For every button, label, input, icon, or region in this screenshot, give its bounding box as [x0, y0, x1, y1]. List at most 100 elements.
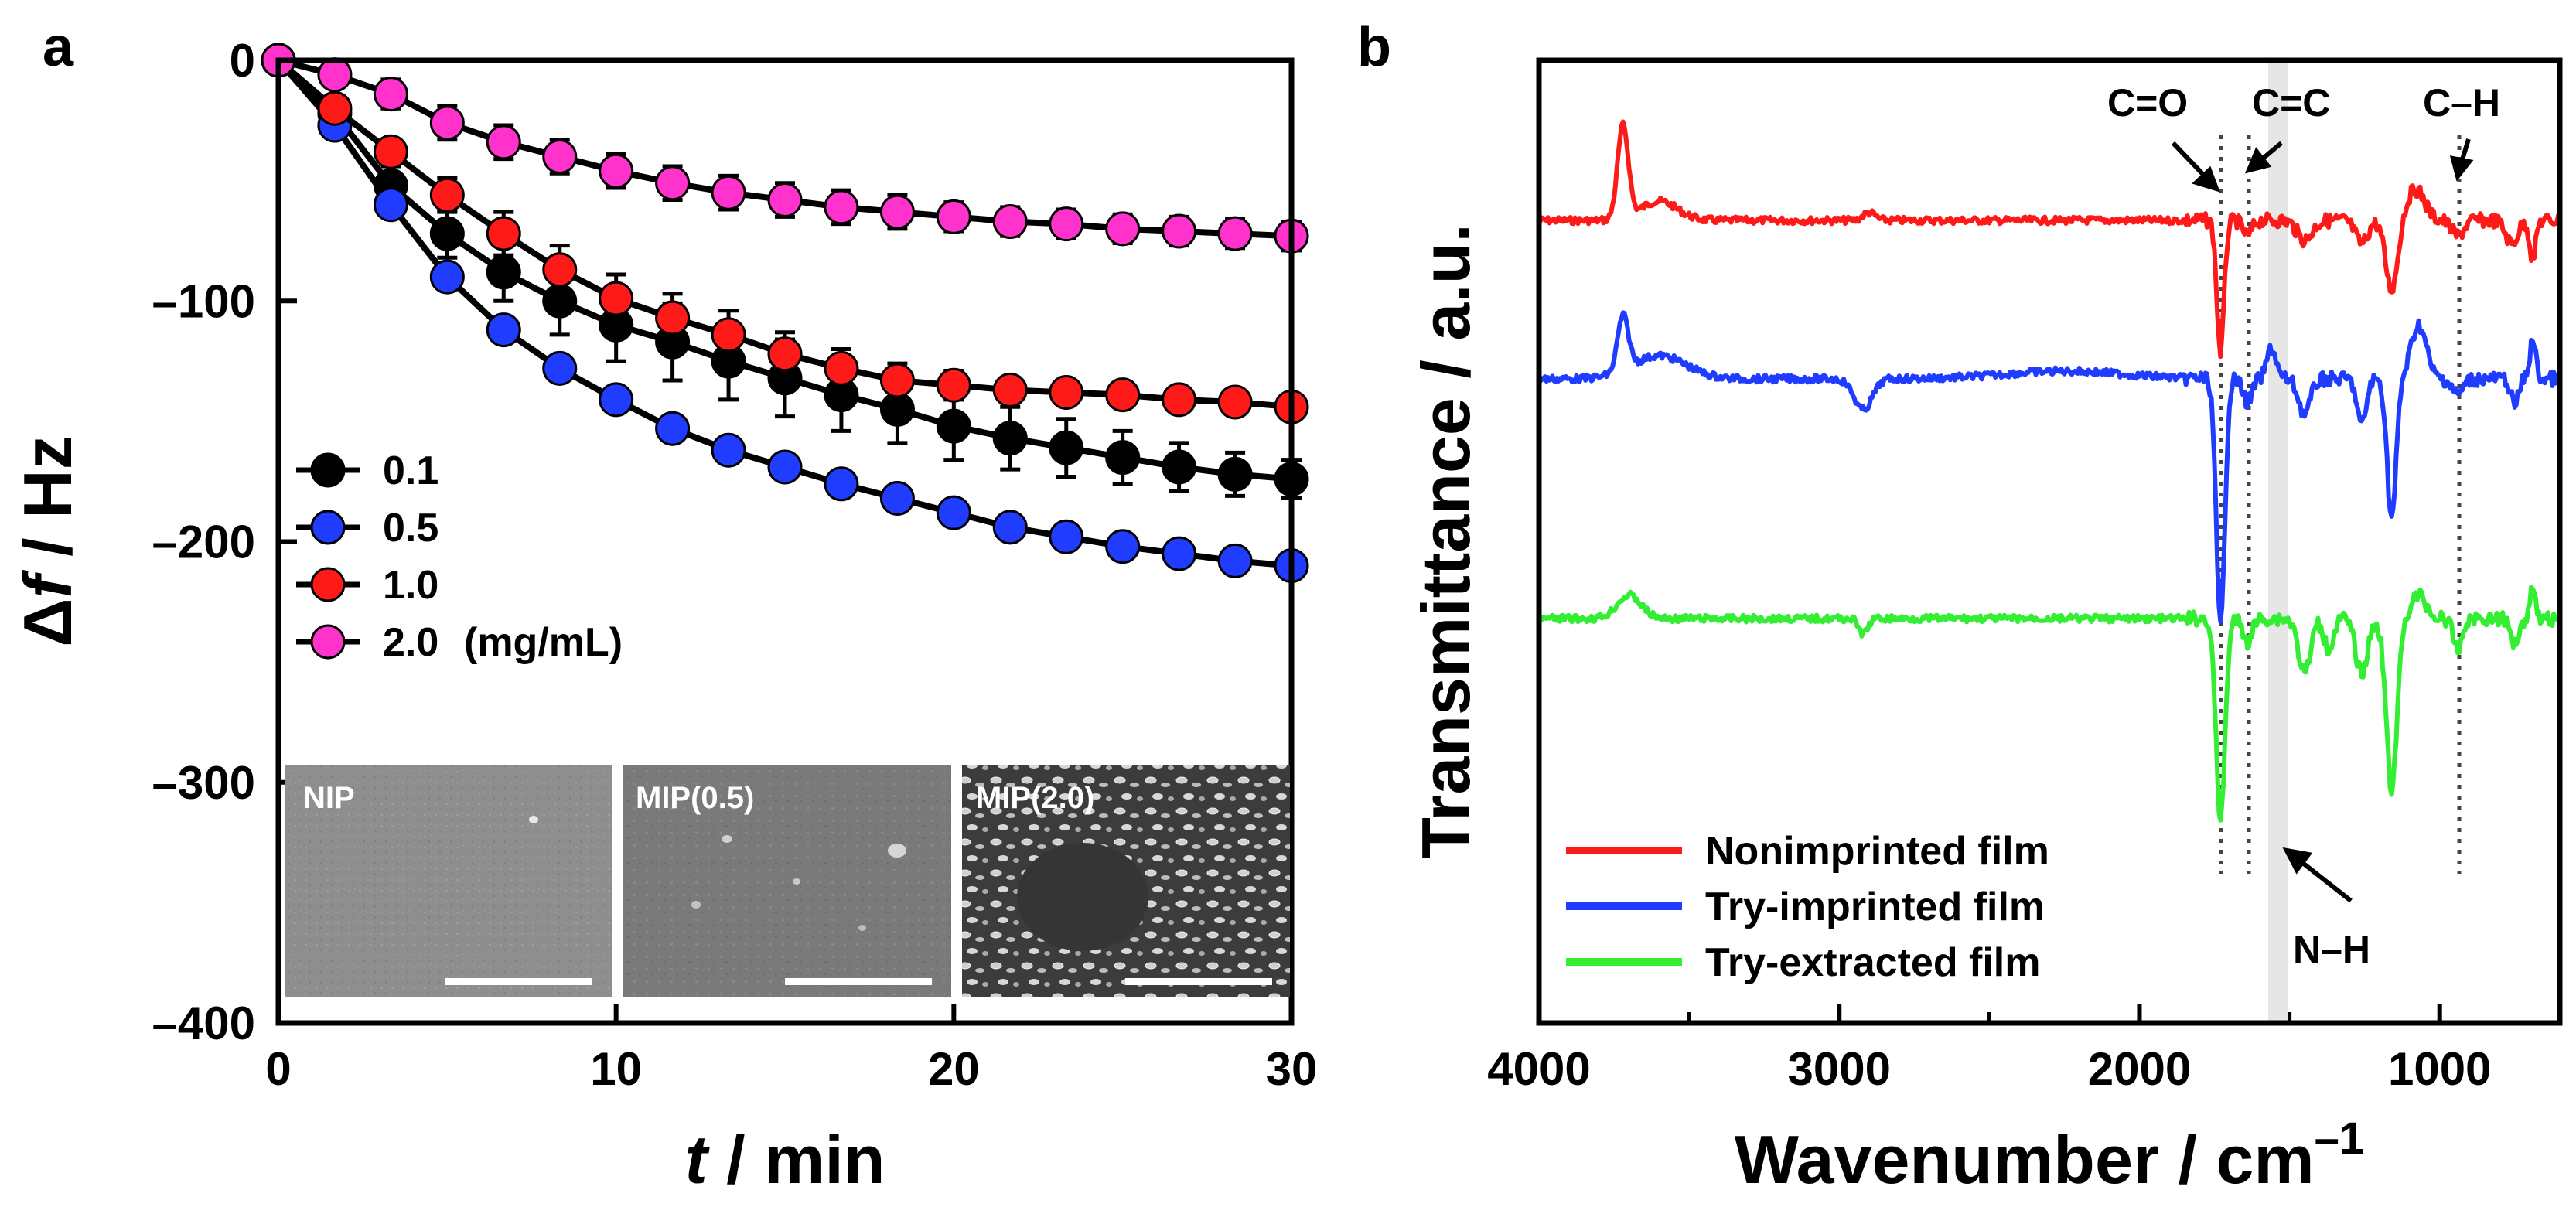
data-point-2.0: [373, 77, 408, 112]
x-tick-label: 3000: [1787, 1043, 1890, 1095]
inset-label-mip-0.5: MIP(0.5): [636, 781, 754, 815]
panel-a-plot: [261, 43, 1309, 584]
panel-b-plot: [1537, 119, 2562, 823]
data-point-1.0: [486, 216, 521, 251]
data-point-2.0: [655, 165, 691, 201]
x-tick-label: 4000: [1487, 1043, 1590, 1095]
data-point-0.1: [486, 254, 521, 290]
data-point-0.1: [1217, 456, 1253, 492]
data-point-1.0: [542, 252, 578, 288]
data-point-0.1: [429, 216, 465, 251]
data-point-1.0: [1049, 375, 1084, 411]
data-point-1.0: [1105, 377, 1141, 413]
panel-a-y-ticks: 0 –100 –200 –300 –400: [152, 35, 297, 1049]
panel-a-y-axis-title: Δf / Hz: [9, 435, 86, 646]
data-point-2.0: [711, 175, 746, 210]
data-point-1.0: [824, 350, 859, 386]
inset-label-mip-2.0: MIP(2.0): [976, 781, 1094, 815]
data-point-1.0: [373, 134, 408, 169]
data-point-0.5: [936, 495, 971, 530]
data-point-0.5: [824, 466, 859, 502]
data-point-0.1: [1105, 440, 1141, 476]
annotation-cc: C=C: [2252, 81, 2330, 124]
data-point-0.5: [486, 312, 521, 348]
y-tick-label: –300: [152, 757, 255, 809]
data-point-1.0: [1217, 384, 1253, 420]
spectrum-nonimprinted-film: [1537, 119, 2562, 360]
series-0.1: [261, 43, 1309, 500]
data-point-2.0: [879, 194, 915, 230]
scale-bar: [785, 978, 932, 985]
data-point-0.5: [655, 411, 691, 446]
y-tick-label: –400: [152, 997, 255, 1049]
inset-label-nip: NIP: [303, 781, 355, 815]
data-point-0.1: [936, 408, 971, 444]
data-point-2.0: [992, 204, 1028, 240]
data-point-2.0: [317, 57, 353, 93]
x-tick-label: 30: [1266, 1043, 1318, 1095]
panel-b-x-axis-title: Wavenumber / cm–1: [1735, 1113, 2364, 1198]
y-tick-label: –100: [152, 275, 255, 327]
series-0.5: [261, 43, 1309, 584]
nh-band: [2268, 60, 2288, 1023]
data-point-1.0: [992, 372, 1028, 407]
sem-inset-mip-0.5: MIP(0.5): [623, 765, 951, 997]
data-point-1.0: [429, 177, 465, 213]
spectrum-try-imprinted-film: [1537, 310, 2561, 624]
sem-inset-mip-2.0: MIP(2.0): [962, 765, 1290, 997]
data-point-1.0: [317, 90, 353, 126]
legend-label-extracted: Try-extracted film: [1705, 940, 2041, 985]
y-tick-label: 0: [230, 35, 255, 87]
panel-a-x-ticks: 0 10 20 30: [265, 1004, 1317, 1095]
legend-marker-2.0: [310, 624, 346, 660]
annotation-ch: C–H: [2423, 81, 2500, 124]
panel-b-legend: Nonimprinted film Try-imprinted film Try…: [1566, 829, 2049, 985]
data-point-2.0: [1049, 206, 1084, 242]
panel-a-legend: 0.1 0.5 1.0 2.0 (mg/mL): [296, 448, 623, 665]
x-tick-label: 20: [928, 1043, 980, 1095]
panel-a-x-axis-title: t / min: [684, 1121, 885, 1198]
data-point-1.0: [599, 281, 634, 316]
data-point-2.0: [824, 189, 859, 225]
data-point-1.0: [767, 336, 803, 372]
legend-label-0.1: 0.1: [383, 448, 438, 493]
legend-label-1.0: 1.0: [383, 563, 438, 608]
data-point-0.5: [1105, 529, 1141, 564]
spectrum-try-extracted-film: [1537, 585, 2562, 823]
annotation-co: C=O: [2107, 81, 2188, 124]
legend-label-0.5: 0.5: [383, 506, 438, 551]
data-point-2.0: [429, 105, 465, 141]
annotation-arrows: [2171, 138, 2474, 903]
series-2.0: [261, 43, 1309, 254]
data-point-0.1: [1162, 449, 1197, 485]
legend-label-imprinted: Try-imprinted film: [1705, 885, 2045, 929]
data-point-0.5: [711, 432, 746, 468]
data-point-1.0: [655, 300, 691, 336]
data-point-0.5: [1049, 519, 1084, 554]
data-point-1.0: [879, 363, 915, 398]
legend-marker-1.0: [310, 567, 346, 602]
data-point-0.1: [1049, 430, 1084, 465]
data-point-2.0: [542, 139, 578, 174]
x-tick-label: 1000: [2388, 1043, 2491, 1095]
data-point-0.5: [373, 187, 408, 223]
data-point-2.0: [1162, 213, 1197, 249]
legend-unit-label: (mg/mL): [464, 620, 623, 665]
data-point-0.5: [542, 350, 578, 386]
panel-b-label: b: [1357, 16, 1391, 78]
data-point-0.5: [767, 449, 803, 485]
y-tick-label: –200: [152, 517, 255, 568]
data-point-0.5: [992, 510, 1028, 545]
data-point-0.5: [599, 382, 634, 418]
data-point-1.0: [1162, 382, 1197, 418]
data-point-2.0: [936, 199, 971, 234]
legend-marker-0.5: [310, 510, 346, 545]
x-tick-label: 2000: [2088, 1043, 2191, 1095]
scale-bar: [1125, 978, 1272, 985]
data-point-2.0: [486, 124, 521, 160]
data-point-2.0: [1217, 216, 1253, 251]
panel-b-y-axis-title: Transmittance / a.u.: [1407, 223, 1484, 859]
scale-bar: [445, 978, 592, 985]
data-point-2.0: [1105, 211, 1141, 247]
